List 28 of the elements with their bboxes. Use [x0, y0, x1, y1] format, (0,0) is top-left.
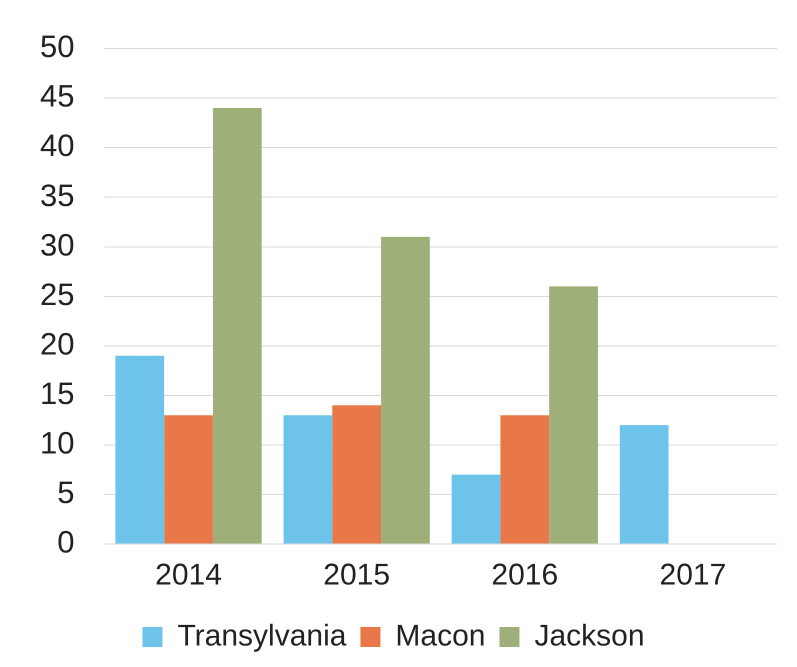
- y-tick-label: 15: [40, 376, 74, 411]
- y-tick-label: 50: [40, 29, 74, 64]
- y-tick-label: 5: [57, 475, 74, 510]
- legend-label: Jackson: [534, 619, 645, 652]
- x-tick-label: 2016: [491, 558, 558, 592]
- y-tick-label: 10: [40, 425, 74, 460]
- bar: [164, 415, 213, 544]
- bar: [500, 415, 550, 544]
- y-tick-label: 40: [40, 128, 74, 164]
- y-tick-label: 0: [57, 524, 74, 560]
- x-tick-label: 2017: [660, 558, 726, 592]
- bar: [620, 425, 669, 544]
- y-tick-label: 20: [40, 326, 74, 362]
- bar: [381, 236, 430, 544]
- bar: [115, 356, 164, 544]
- legend-label: Transylvania: [177, 619, 347, 652]
- y-tick-label: 30: [40, 227, 74, 262]
- bar: [212, 108, 262, 544]
- bar: [452, 474, 500, 544]
- bar: [284, 415, 332, 544]
- bar: [549, 286, 598, 544]
- y-tick-label: 45: [40, 78, 74, 114]
- y-tick-label: 25: [40, 276, 74, 312]
- x-tick-label: 2015: [323, 558, 390, 592]
- x-tick-label: 2014: [155, 558, 222, 592]
- y-tick-label: 35: [40, 178, 74, 213]
- legend-label: Macon: [395, 619, 486, 652]
- bar: [332, 405, 382, 544]
